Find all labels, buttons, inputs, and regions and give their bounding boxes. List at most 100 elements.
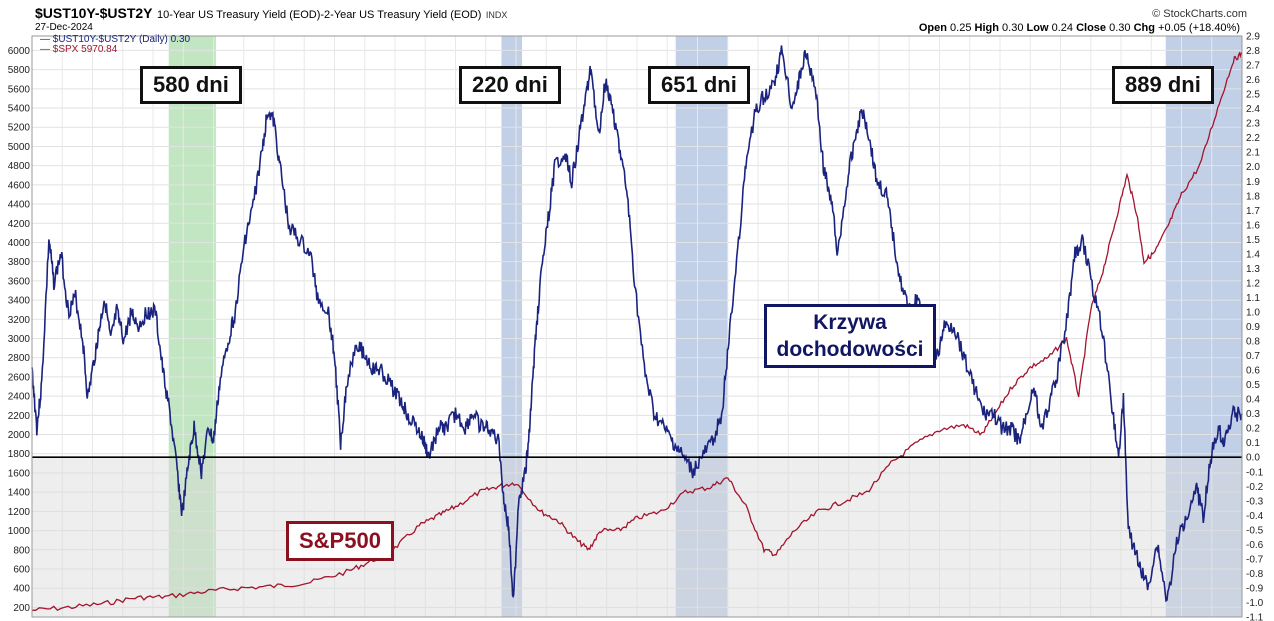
band-3 bbox=[675, 36, 728, 617]
legend-spx-label: $SPX 5970.84 bbox=[52, 44, 118, 55]
right-tick-label: 0.5 bbox=[1246, 380, 1260, 391]
source-credit: © StockCharts.com bbox=[1152, 8, 1247, 20]
right-tick-label: 0.7 bbox=[1246, 351, 1260, 362]
chg-label: Chg bbox=[1133, 22, 1155, 34]
right-tick-label: 0.2 bbox=[1246, 424, 1260, 435]
period-label-3: 651 dni bbox=[648, 66, 750, 104]
symbol-kind: INDX bbox=[485, 10, 508, 20]
left-tick-label: 5600 bbox=[8, 84, 31, 95]
right-tick-label: 0.9 bbox=[1246, 322, 1260, 333]
band-1 bbox=[168, 36, 216, 617]
ohlc-readout: Open 0.25 High 0.30 Low 0.24 Close 0.30 … bbox=[919, 22, 1240, 34]
symbol-description: 10-Year US Treasury Yield (EOD)-2-Year U… bbox=[156, 9, 482, 21]
right-tick-label: 0.1 bbox=[1246, 438, 1260, 449]
left-tick-label: 1800 bbox=[8, 449, 31, 460]
left-tick-label: 2400 bbox=[8, 392, 31, 403]
right-tick-label: -0.2 bbox=[1246, 482, 1264, 493]
right-tick-label: -0.6 bbox=[1246, 540, 1264, 551]
left-tick-label: 3400 bbox=[8, 296, 31, 307]
right-tick-label: 2.0 bbox=[1246, 162, 1260, 173]
spx-label: S&P500 bbox=[286, 521, 394, 561]
symbol: $UST10Y-$UST2Y bbox=[35, 5, 153, 21]
right-tick-label: 1.9 bbox=[1246, 177, 1260, 188]
right-axis: -1.1 -1.0 -0.9 -0.8 -0.7 -0.6 -0.5 -0.4 -0.3 -0.2… bbox=[1246, 32, 1264, 621]
period-label-4: 889 dni bbox=[1112, 66, 1214, 104]
right-tick-label: 0.3 bbox=[1246, 409, 1260, 420]
left-axis: 200 400 600 800 1000 1200 1400 1600 1800 2000 2200… bbox=[8, 46, 31, 614]
right-tick-label: 2.1 bbox=[1246, 148, 1260, 159]
spread-series bbox=[31, 45, 1243, 603]
right-tick-label: 2.7 bbox=[1246, 61, 1260, 72]
chg-value: +0.05 (+18.40%) bbox=[1158, 22, 1240, 34]
spread-line bbox=[31, 45, 1243, 603]
right-tick-label: 1.5 bbox=[1246, 235, 1260, 246]
right-tick-label: 2.3 bbox=[1246, 119, 1260, 130]
right-tick-label: 2.5 bbox=[1246, 90, 1260, 101]
left-tick-label: 5400 bbox=[8, 104, 31, 115]
legend-spread-label: $UST10Y-$UST2Y (Daily) 0.30 bbox=[52, 34, 191, 45]
right-tick-label: 2.2 bbox=[1246, 133, 1260, 144]
open-label: Open bbox=[918, 22, 947, 34]
left-tick-label: 4200 bbox=[8, 219, 31, 230]
left-tick-label: 4600 bbox=[8, 180, 31, 191]
below-zero-shade bbox=[32, 457, 1242, 617]
right-tick-label: 0.6 bbox=[1246, 366, 1260, 377]
right-tick-label: -1.1 bbox=[1246, 613, 1264, 621]
close-value: 0.30 bbox=[1109, 22, 1131, 34]
left-tick-label: 3800 bbox=[8, 257, 31, 268]
left-tick-label: 3000 bbox=[8, 334, 31, 345]
spx-series bbox=[31, 51, 1243, 611]
left-tick-label: 1200 bbox=[8, 507, 31, 518]
right-tick-label: -0.3 bbox=[1246, 496, 1264, 507]
left-tick-label: 4400 bbox=[8, 200, 31, 211]
left-tick-label: 600 bbox=[13, 564, 30, 575]
band-2 bbox=[501, 36, 523, 617]
right-tick-label: 1.0 bbox=[1246, 307, 1260, 318]
left-tick-label: 1000 bbox=[8, 526, 31, 537]
right-tick-label: 2.6 bbox=[1246, 75, 1260, 86]
left-tick-label: 4800 bbox=[8, 161, 31, 172]
right-tick-label: 0.8 bbox=[1246, 337, 1260, 348]
high-label: High bbox=[974, 22, 999, 34]
close-label: Close bbox=[1076, 22, 1107, 34]
chart-header: $UST10Y-$UST2Y 10-Year US Treasury Yield… bbox=[0, 0, 1274, 36]
period-label-2: 220 dni bbox=[459, 66, 561, 104]
right-tick-label: 1.4 bbox=[1246, 249, 1260, 260]
right-tick-label: -1.0 bbox=[1246, 598, 1264, 609]
spx-line bbox=[31, 51, 1243, 611]
right-tick-label: -0.4 bbox=[1246, 511, 1264, 522]
plot-frame bbox=[31, 35, 1243, 618]
right-tick-label: -0.5 bbox=[1246, 525, 1264, 536]
low-label: Low bbox=[1026, 22, 1049, 34]
right-tick-label: 1.6 bbox=[1246, 220, 1260, 231]
left-tick-label: 5000 bbox=[8, 142, 31, 153]
right-tick-label: 1.1 bbox=[1246, 293, 1260, 304]
left-tick-label: 5800 bbox=[8, 65, 31, 76]
right-tick-label: -0.7 bbox=[1246, 554, 1264, 565]
left-tick-label: 400 bbox=[13, 584, 30, 595]
left-tick-label: 2200 bbox=[8, 411, 31, 422]
right-tick-label: 1.7 bbox=[1246, 206, 1260, 217]
left-tick-label: 4000 bbox=[8, 238, 31, 249]
left-tick-label: 2800 bbox=[8, 353, 31, 364]
right-tick-label: 1.8 bbox=[1246, 191, 1260, 202]
chart-date: 27-Dec-2024 bbox=[35, 22, 93, 33]
right-tick-label: 2.4 bbox=[1246, 104, 1260, 115]
low-value: 0.24 bbox=[1051, 22, 1074, 34]
right-tick-label: 0.4 bbox=[1246, 395, 1260, 406]
left-tick-label: 1400 bbox=[8, 488, 31, 499]
high-value: 0.30 bbox=[1002, 22, 1024, 34]
chart-title: $UST10Y-$UST2Y 10-Year US Treasury Yield… bbox=[35, 5, 507, 23]
left-tick-label: 2000 bbox=[8, 430, 31, 441]
right-tick-label: 2.9 bbox=[1246, 32, 1260, 43]
left-tick-label: 6000 bbox=[8, 46, 31, 57]
legend-spx: — $SPX 5970.84 bbox=[40, 44, 118, 55]
left-tick-label: 5200 bbox=[8, 123, 31, 134]
right-tick-label: -0.1 bbox=[1246, 467, 1264, 478]
legend-spread: — $UST10Y-$UST2Y (Daily) 0.30 bbox=[40, 34, 191, 45]
highlight-bands bbox=[168, 36, 1242, 617]
left-tick-label: 3600 bbox=[8, 276, 31, 287]
left-tick-label: 1600 bbox=[8, 468, 31, 479]
left-tick-label: 200 bbox=[13, 603, 30, 614]
